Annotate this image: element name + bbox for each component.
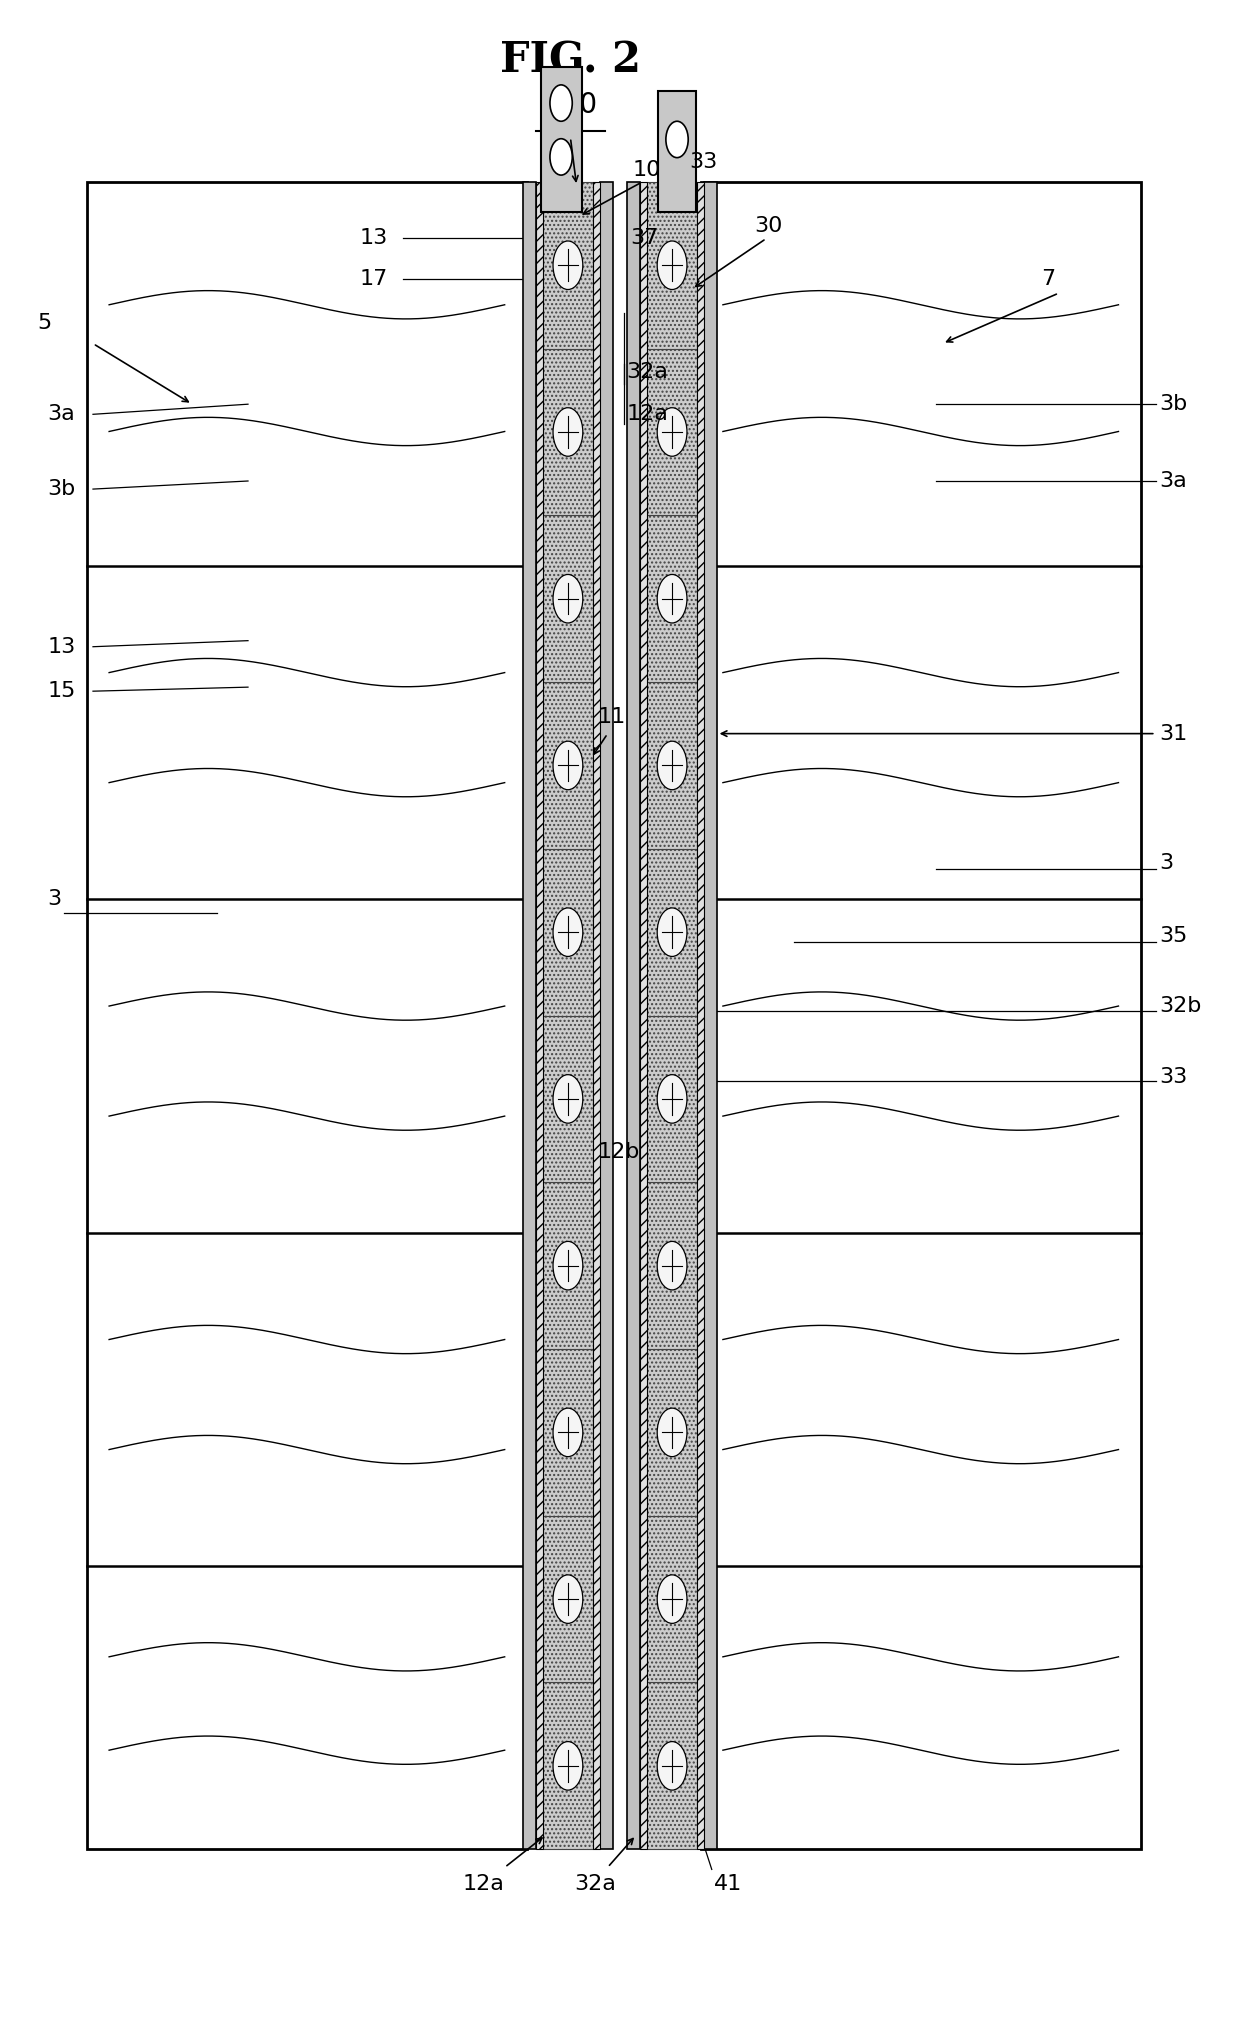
Text: 3a: 3a bbox=[47, 404, 74, 424]
Bar bbox=[647, 1350, 697, 1516]
Circle shape bbox=[553, 574, 583, 622]
Bar bbox=[593, 182, 600, 1849]
Bar bbox=[543, 683, 593, 849]
Circle shape bbox=[657, 1409, 687, 1457]
Text: 33: 33 bbox=[689, 152, 718, 172]
Bar bbox=[647, 683, 697, 849]
Circle shape bbox=[553, 240, 583, 289]
Circle shape bbox=[657, 907, 687, 956]
Circle shape bbox=[553, 1241, 583, 1289]
Circle shape bbox=[551, 85, 572, 121]
Text: 30: 30 bbox=[754, 216, 782, 236]
Bar bbox=[523, 182, 536, 1849]
Bar bbox=[697, 182, 704, 1849]
Text: 33: 33 bbox=[1159, 1067, 1188, 1087]
Bar bbox=[543, 182, 593, 348]
Text: 3b: 3b bbox=[47, 479, 76, 499]
Text: 3b: 3b bbox=[1159, 394, 1188, 414]
Bar bbox=[543, 1681, 593, 1849]
Text: 100: 100 bbox=[544, 91, 596, 119]
Text: 3: 3 bbox=[47, 889, 61, 909]
Circle shape bbox=[553, 1742, 583, 1791]
Circle shape bbox=[553, 742, 583, 790]
Circle shape bbox=[657, 574, 687, 622]
Bar bbox=[647, 348, 697, 515]
Bar bbox=[543, 1516, 593, 1681]
Bar bbox=[543, 1350, 593, 1516]
Text: 12a: 12a bbox=[463, 1873, 505, 1894]
Text: 15: 15 bbox=[47, 681, 76, 701]
Circle shape bbox=[657, 408, 687, 457]
Circle shape bbox=[553, 1409, 583, 1457]
Bar bbox=[647, 1516, 697, 1681]
Text: 5: 5 bbox=[37, 313, 51, 333]
Text: 32a: 32a bbox=[626, 362, 668, 382]
Text: 11: 11 bbox=[598, 707, 626, 728]
Bar bbox=[647, 1015, 697, 1182]
Bar bbox=[640, 182, 647, 1849]
Bar bbox=[543, 348, 593, 515]
Text: 10: 10 bbox=[632, 160, 661, 180]
Text: 31: 31 bbox=[1159, 724, 1188, 744]
Bar bbox=[543, 1015, 593, 1182]
Text: 41: 41 bbox=[714, 1873, 743, 1894]
Circle shape bbox=[553, 907, 583, 956]
Bar bbox=[536, 182, 543, 1849]
Text: 7: 7 bbox=[1042, 269, 1055, 289]
Circle shape bbox=[553, 1574, 583, 1623]
Bar bbox=[543, 849, 593, 1015]
Text: 13: 13 bbox=[360, 228, 388, 249]
Text: 35: 35 bbox=[1159, 926, 1188, 946]
Text: 3a: 3a bbox=[1159, 471, 1187, 491]
Bar bbox=[647, 1681, 697, 1849]
Text: 12b: 12b bbox=[598, 1142, 640, 1162]
Text: FIG. 2: FIG. 2 bbox=[500, 40, 641, 81]
Bar bbox=[704, 182, 717, 1849]
Circle shape bbox=[657, 1241, 687, 1289]
Circle shape bbox=[551, 139, 572, 176]
Bar bbox=[647, 849, 697, 1015]
Circle shape bbox=[657, 1574, 687, 1623]
Text: 32a: 32a bbox=[574, 1873, 616, 1894]
Text: 3: 3 bbox=[1159, 853, 1173, 873]
Bar bbox=[543, 1182, 593, 1350]
Bar bbox=[647, 1182, 697, 1350]
Circle shape bbox=[657, 742, 687, 790]
Text: 17: 17 bbox=[360, 269, 388, 289]
Circle shape bbox=[553, 408, 583, 457]
Bar bbox=[701, 182, 1141, 1849]
Circle shape bbox=[657, 1075, 687, 1124]
Bar bbox=[543, 515, 593, 683]
Text: 37: 37 bbox=[630, 228, 658, 249]
Circle shape bbox=[553, 1075, 583, 1124]
Bar bbox=[647, 182, 697, 348]
Bar bbox=[627, 182, 640, 1849]
Bar bbox=[647, 515, 697, 683]
Text: 13: 13 bbox=[47, 637, 76, 657]
Text: 32b: 32b bbox=[1159, 996, 1202, 1017]
Circle shape bbox=[657, 240, 687, 289]
Bar bbox=[541, 67, 582, 212]
Bar bbox=[658, 91, 696, 212]
Text: 12a: 12a bbox=[626, 404, 668, 424]
Bar bbox=[600, 182, 613, 1849]
Circle shape bbox=[666, 121, 688, 158]
Bar bbox=[87, 182, 527, 1849]
Circle shape bbox=[657, 1742, 687, 1791]
